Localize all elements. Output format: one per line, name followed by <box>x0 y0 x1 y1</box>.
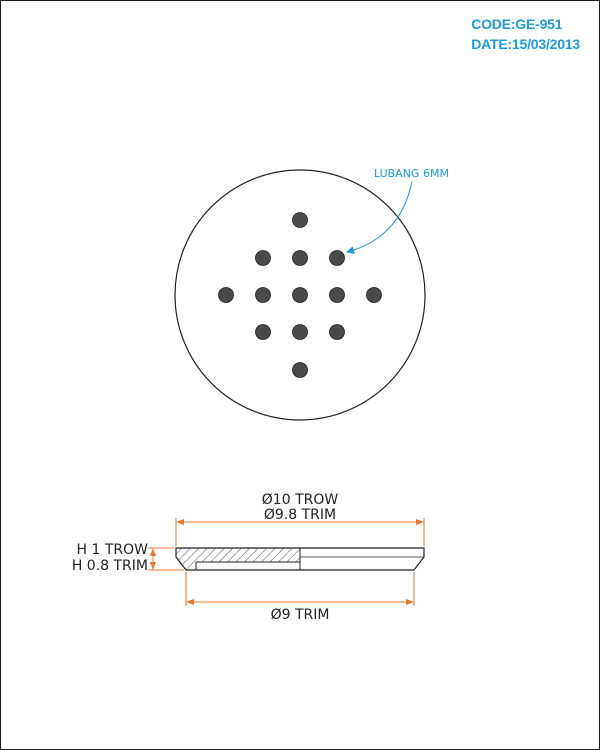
hole <box>255 287 271 303</box>
outer-dia-label-trim: Ø9.8 TRIM <box>264 507 336 523</box>
callout-leader <box>346 181 413 255</box>
title-block: CODE:GE-951 DATE:15/03/2013 <box>471 14 580 54</box>
hole <box>218 287 234 303</box>
hole <box>255 324 271 340</box>
hole <box>292 287 308 303</box>
height-label-trim: H 0.8 TRIM <box>72 558 148 574</box>
code-label: CODE:GE-951 <box>471 16 563 32</box>
section-hatch <box>176 548 300 570</box>
outer-dia-label-trow: Ø10 TROW <box>262 492 339 508</box>
hole <box>329 287 345 303</box>
hole <box>292 212 308 228</box>
hole-pattern <box>218 212 382 378</box>
date-label: DATE:15/03/2013 <box>471 36 580 52</box>
disc-outline <box>174 169 426 421</box>
hole <box>255 250 271 266</box>
section-view: Ø10 TROW Ø9.8 TRIM H 1 TROW H 0.8 TRIM Ø… <box>72 492 425 623</box>
hole <box>292 362 308 378</box>
hole <box>292 250 308 266</box>
height-label-trow: H 1 TROW <box>77 542 149 558</box>
top-view: LUBANG 6MM <box>174 167 449 421</box>
hole <box>329 324 345 340</box>
bottom-dia-label: Ø9 TRIM <box>271 607 330 623</box>
hole <box>292 324 308 340</box>
hole <box>329 250 345 266</box>
hole <box>366 287 382 303</box>
hole-callout-label: LUBANG 6MM <box>374 167 449 180</box>
